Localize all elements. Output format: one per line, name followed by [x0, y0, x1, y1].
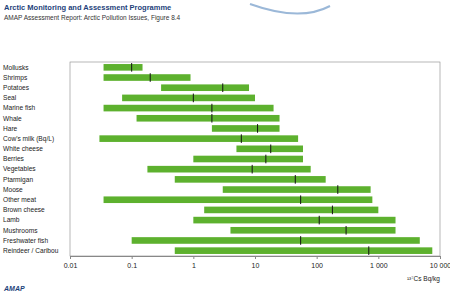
- x-tick: 100: [311, 256, 323, 269]
- median-mark: [346, 226, 347, 235]
- median-mark: [319, 216, 320, 225]
- median-mark: [222, 83, 223, 92]
- range-bar: [161, 84, 249, 91]
- subtitle: AMAP Assessment Report: Arctic Pollution…: [4, 14, 181, 22]
- median-mark: [241, 134, 242, 143]
- median-mark: [368, 246, 369, 255]
- x-tick-label: 0.1: [127, 262, 137, 269]
- category-label: Brown cheese: [3, 206, 45, 213]
- median-mark: [193, 94, 194, 103]
- footer-logo: AMAP: [3, 285, 25, 292]
- category-label: Potatoes: [3, 84, 30, 91]
- x-tick-mark: [440, 256, 441, 259]
- range-bar: [104, 196, 373, 203]
- range-bar: [132, 237, 420, 244]
- x-tick-mark: [317, 256, 318, 259]
- plot-frame: [70, 62, 440, 256]
- range-bar: [104, 105, 274, 112]
- range-bar: [122, 95, 255, 102]
- x-tick: 1: [192, 256, 196, 269]
- median-mark: [257, 124, 258, 133]
- median-mark: [337, 185, 338, 194]
- category-label: White cheese: [3, 145, 43, 152]
- category-label: Vegetables: [3, 165, 36, 173]
- x-tick-mark: [255, 256, 256, 259]
- category-label: Moose: [3, 186, 23, 193]
- range-bar: [104, 64, 143, 71]
- category-label: Mushrooms: [3, 227, 38, 234]
- category-label: Hare: [3, 125, 18, 132]
- range-bar: [99, 135, 298, 142]
- x-tick-label: 10 000: [430, 262, 450, 269]
- range-bar: [137, 115, 280, 122]
- range-bar: [193, 156, 303, 163]
- x-tick: 10 000: [430, 256, 450, 269]
- x-tick-label: 100: [311, 262, 323, 269]
- marks: [99, 63, 432, 255]
- category-label: Freshwater fish: [3, 237, 48, 244]
- x-tick-label: 0.01: [64, 262, 78, 269]
- x-tick-label: 1: [192, 262, 196, 269]
- category-label: Reindeer / Caribou: [3, 247, 59, 254]
- x-axis-line: [71, 257, 441, 260]
- category-label: Berries: [3, 155, 25, 162]
- x-tick: 0.1: [127, 256, 137, 269]
- chart: Arctic Monitoring and Assessment Program…: [0, 0, 450, 297]
- median-mark: [131, 63, 132, 72]
- category-label: Whale: [3, 115, 22, 122]
- range-bar: [230, 227, 395, 234]
- x-tick: 1 000: [370, 256, 388, 269]
- category-label: Cow's milk (Bq/L): [3, 135, 54, 143]
- category-label: Mollusks: [3, 64, 29, 71]
- category-label: Seal: [3, 94, 17, 101]
- category-label: Lamb: [3, 216, 20, 223]
- x-tick-mark: [378, 256, 379, 259]
- range-bar: [147, 166, 310, 173]
- range-bar: [236, 146, 303, 153]
- x-axis-title: ¹³⁷Cs Bq/kg: [407, 275, 440, 283]
- median-mark: [332, 206, 333, 215]
- median-mark: [211, 104, 212, 113]
- category-label: Marine fish: [3, 104, 36, 111]
- range-bar: [212, 125, 280, 132]
- median-mark: [270, 145, 271, 154]
- title: Arctic Monitoring and Assessment Program…: [4, 3, 171, 12]
- category-label: Shrimps: [3, 74, 28, 82]
- range-bar: [223, 186, 371, 193]
- median-mark: [211, 114, 212, 123]
- range-bar: [175, 176, 326, 183]
- x-tick-label: 10: [252, 262, 260, 269]
- logo-arc: [250, 4, 330, 14]
- x-tick-mark: [132, 256, 133, 259]
- median-mark: [252, 165, 253, 174]
- median-mark: [300, 195, 301, 204]
- x-axis: 0.01 0.1 1 10 100 1 000 10 000: [64, 256, 450, 269]
- x-tick-label: 1 000: [370, 262, 388, 269]
- range-bar: [104, 74, 191, 81]
- category-label: Ptarmigan: [3, 176, 33, 184]
- range-bar: [175, 247, 433, 254]
- x-tick-mark: [70, 256, 71, 259]
- x-tick: 0.01: [64, 256, 78, 269]
- median-mark: [295, 175, 296, 184]
- range-bar: [204, 207, 378, 214]
- x-tick-mark: [193, 256, 194, 259]
- x-tick: 10: [252, 256, 260, 269]
- median-mark: [150, 73, 151, 82]
- median-mark: [265, 155, 266, 164]
- category-label: Other meat: [3, 196, 36, 203]
- median-mark: [300, 236, 301, 245]
- range-bar: [193, 217, 395, 224]
